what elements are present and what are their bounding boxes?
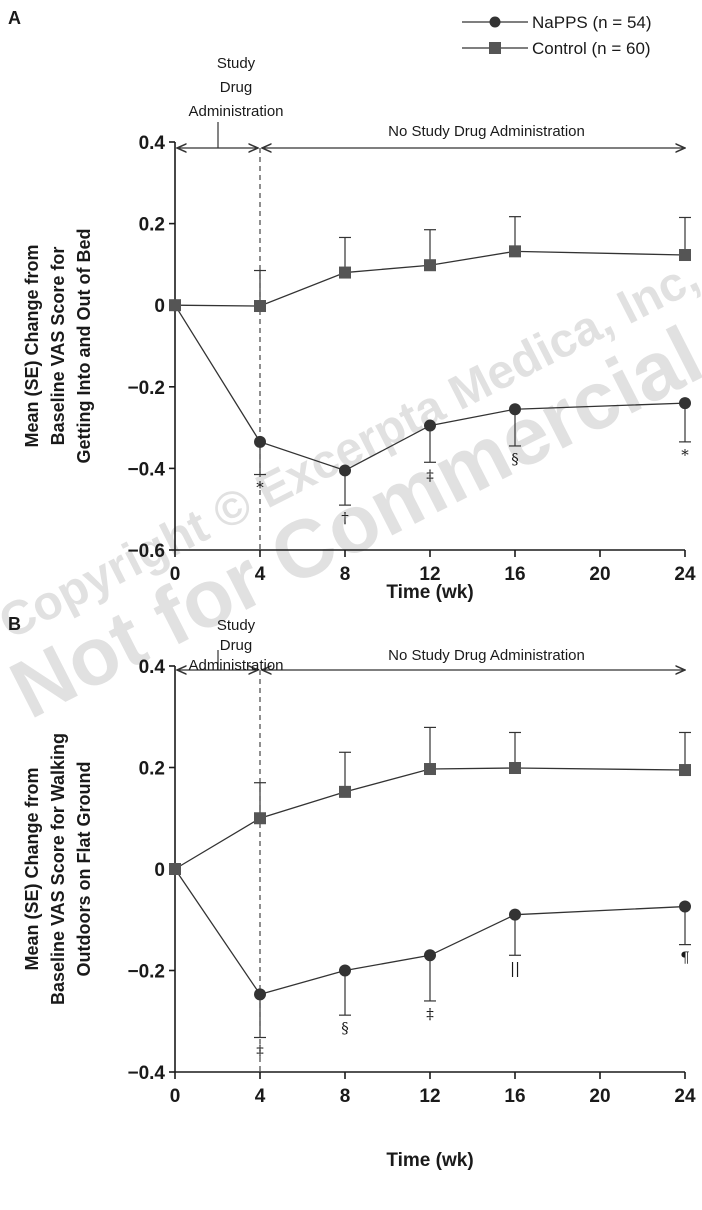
data-point-circle bbox=[424, 419, 436, 432]
data-point-square bbox=[169, 863, 181, 875]
data-point-square bbox=[509, 762, 521, 775]
y-tick-label: −0.2 bbox=[127, 378, 165, 399]
significance-symbol: ‡ bbox=[256, 1041, 264, 1059]
series-line bbox=[174, 767, 686, 870]
y-tick-label: −0.4 bbox=[127, 1063, 165, 1084]
x-tick-label: 12 bbox=[419, 1086, 440, 1107]
legend: NaPPS (n = 54) Control (n = 60) bbox=[462, 13, 652, 58]
series-napps: ‡ § ‡ || ¶ bbox=[169, 863, 691, 1059]
chart-panel-a: A −0.6 −0.4 −0.2 0 0.2 0.4 0 4 8 12 16 20 24 Time (wk)… bbox=[8, 8, 696, 603]
significance-symbol: || bbox=[510, 959, 520, 977]
x-tick-label: 16 bbox=[504, 1086, 525, 1107]
y-axis-label-line: Mean (SE) Change from bbox=[22, 244, 42, 447]
legend-marker-napps bbox=[489, 16, 501, 28]
x-axis-label: Time (wk) bbox=[386, 582, 473, 603]
panel-label: A bbox=[8, 8, 21, 28]
data-point-circle bbox=[679, 397, 691, 410]
series-line bbox=[174, 250, 686, 307]
phase-label-study-drug: Drug bbox=[220, 637, 253, 654]
x-tick-label: 12 bbox=[419, 564, 440, 585]
series-napps: * † ‡ § * bbox=[169, 299, 691, 527]
significance-symbol: † bbox=[341, 509, 349, 527]
y-axis-label-line: Baseline VAS Score for Walking bbox=[48, 733, 68, 1005]
data-point-square bbox=[339, 266, 351, 279]
data-point-square bbox=[339, 785, 351, 798]
y-tick-label: 0.4 bbox=[139, 133, 166, 154]
chart-panel-b: B −0.4 −0.2 0 0.2 0.4 0 4 8 12 16 20 24 Time (wk) Mean… bbox=[8, 614, 696, 1171]
significance-symbol: * bbox=[681, 446, 689, 464]
significance-symbol: ‡ bbox=[426, 466, 434, 484]
data-point-square bbox=[169, 299, 181, 312]
x-tick-label: 0 bbox=[170, 564, 181, 585]
phase-label-study-drug: Administration bbox=[188, 103, 283, 120]
data-point-circle bbox=[339, 964, 351, 977]
y-axis-label-line: Baseline VAS Score for bbox=[48, 247, 68, 446]
y-tick-label: 0.2 bbox=[139, 759, 165, 780]
data-point-square bbox=[424, 259, 436, 272]
x-tick-label: 8 bbox=[340, 1086, 351, 1107]
watermark: Copyright © Excerpta Medica, Inc, 2006No… bbox=[0, 90, 702, 736]
data-point-square bbox=[509, 245, 521, 258]
x-tick-label: 4 bbox=[255, 1086, 266, 1107]
phase-label-no-study-drug: No Study Drug Administration bbox=[388, 123, 585, 140]
legend-label-napps: NaPPS (n = 54) bbox=[532, 13, 652, 32]
data-point-circle bbox=[509, 403, 521, 416]
x-tick-label: 20 bbox=[589, 564, 610, 585]
phase-label-study-drug: Study bbox=[217, 55, 256, 72]
significance-symbol: ‡ bbox=[426, 1005, 434, 1023]
x-tick-label: 0 bbox=[170, 1086, 181, 1107]
phase-label-study-drug: Study bbox=[217, 617, 256, 634]
data-point-circle bbox=[254, 435, 266, 448]
data-point-circle bbox=[339, 464, 351, 477]
phase-label-study-drug: Administration bbox=[188, 657, 283, 674]
legend-label-control: Control (n = 60) bbox=[532, 39, 651, 58]
data-point-square bbox=[254, 812, 266, 825]
y-tick-label: −0.2 bbox=[127, 962, 165, 983]
data-point-square bbox=[424, 763, 436, 776]
x-tick-label: 24 bbox=[674, 1086, 696, 1107]
data-point-circle bbox=[509, 908, 521, 921]
y-tick-label: 0 bbox=[154, 296, 165, 317]
y-tick-label: −0.4 bbox=[127, 459, 165, 480]
series-control bbox=[169, 216, 691, 313]
significance-symbol: ¶ bbox=[680, 949, 690, 967]
data-point-circle bbox=[679, 900, 691, 913]
series-control bbox=[169, 726, 691, 875]
y-axis-label-line: Mean (SE) Change from bbox=[22, 767, 42, 970]
x-tick-label: 24 bbox=[674, 564, 696, 585]
y-axis-label-line: Outdoors on Flat Ground bbox=[74, 762, 94, 977]
data-point-circle bbox=[254, 988, 266, 1001]
significance-symbol: § bbox=[341, 1019, 349, 1037]
significance-symbol: § bbox=[511, 450, 519, 468]
x-axis-label: Time (wk) bbox=[386, 1150, 473, 1171]
y-tick-label: 0 bbox=[154, 860, 165, 881]
x-tick-label: 8 bbox=[340, 564, 351, 585]
data-point-circle bbox=[424, 949, 436, 962]
series-line bbox=[174, 304, 686, 472]
y-tick-label: 0.4 bbox=[139, 657, 166, 678]
phase-label-study-drug: Drug bbox=[220, 79, 253, 96]
data-point-square bbox=[679, 249, 691, 262]
panel-label: B bbox=[8, 614, 21, 634]
series-line bbox=[174, 868, 686, 996]
legend-marker-control bbox=[489, 42, 501, 54]
y-tick-label: 0.2 bbox=[139, 215, 165, 236]
phase-label-no-study-drug: No Study Drug Administration bbox=[388, 647, 585, 664]
data-point-square bbox=[679, 764, 691, 777]
y-tick-label: −0.6 bbox=[127, 541, 165, 562]
y-axis-label-line: Getting Into and Out of Bed bbox=[74, 229, 94, 464]
x-tick-label: 16 bbox=[504, 564, 525, 585]
x-tick-label: 4 bbox=[255, 564, 266, 585]
significance-symbol: * bbox=[256, 479, 264, 497]
watermark-text-2: Not for Commercial Distribution bbox=[0, 90, 702, 736]
data-point-square bbox=[254, 300, 266, 313]
x-tick-label: 20 bbox=[589, 1086, 610, 1107]
